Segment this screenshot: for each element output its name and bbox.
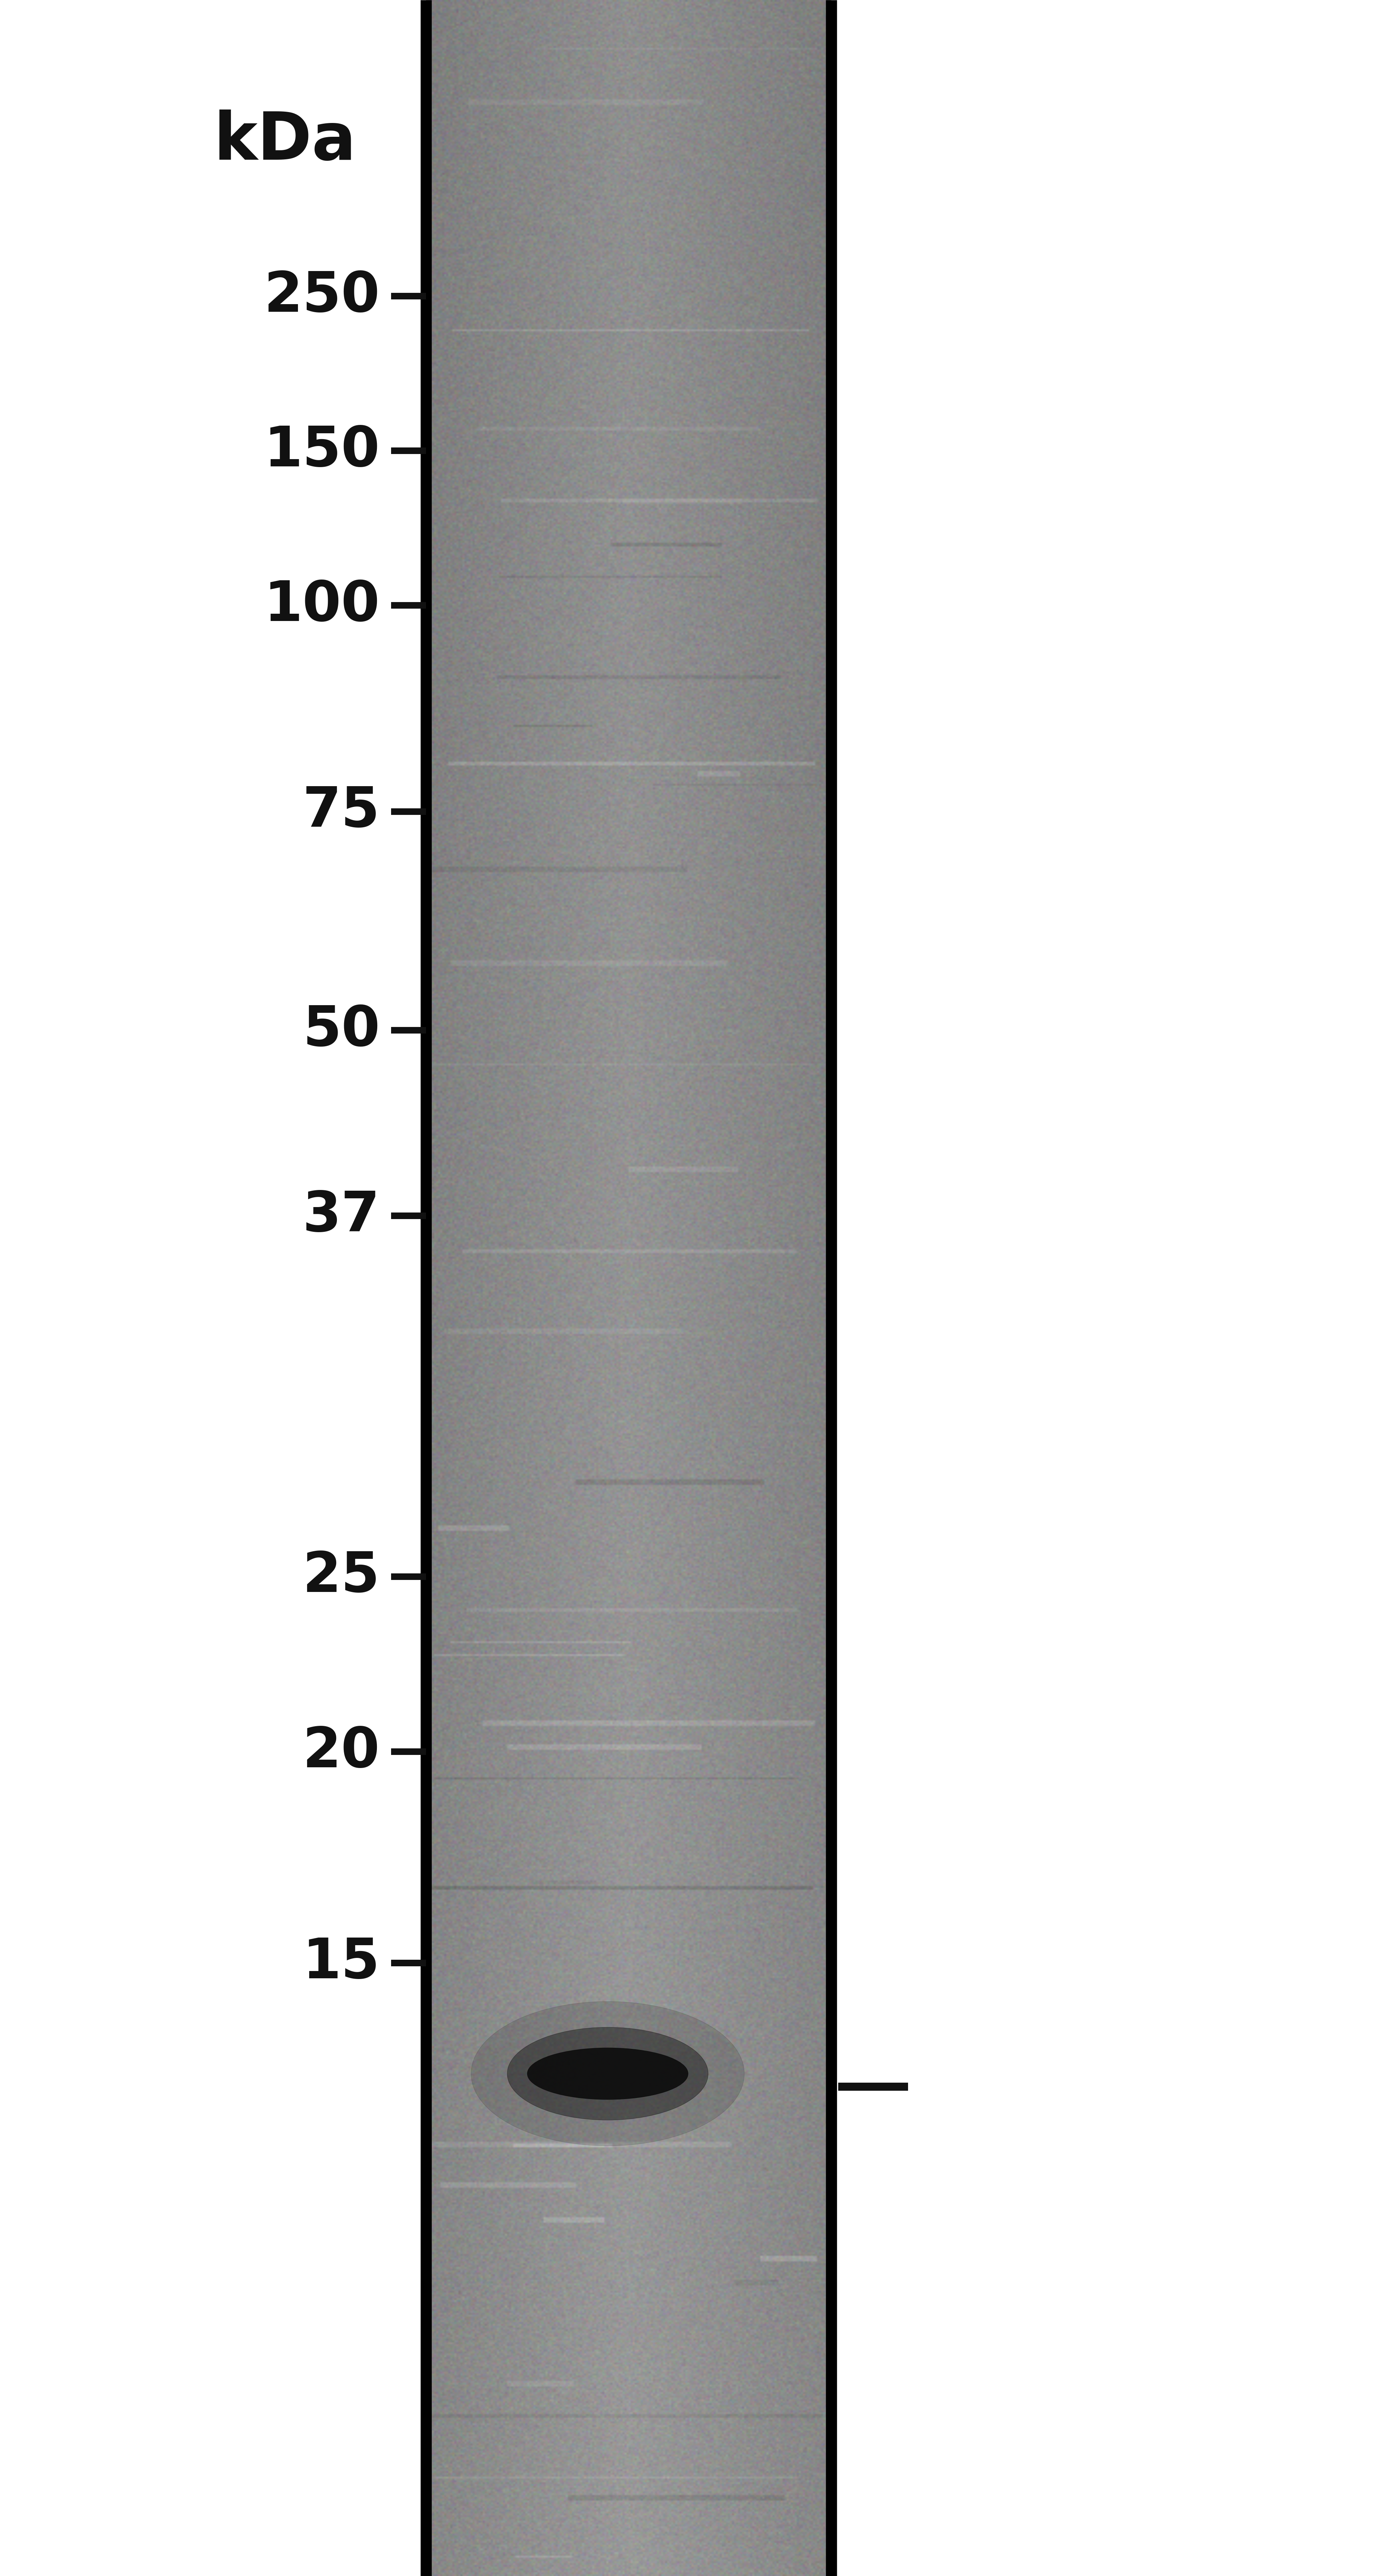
Text: 25: 25 xyxy=(303,1548,380,1605)
Ellipse shape xyxy=(528,2048,687,2099)
Text: 100: 100 xyxy=(264,577,380,634)
Text: 250: 250 xyxy=(264,268,380,325)
Text: 50: 50 xyxy=(303,1002,380,1059)
Text: 37: 37 xyxy=(303,1188,380,1244)
Text: 20: 20 xyxy=(303,1723,380,1780)
Text: kDa: kDa xyxy=(214,111,356,173)
Text: 150: 150 xyxy=(264,422,380,479)
Text: 75: 75 xyxy=(303,783,380,840)
Text: 15: 15 xyxy=(303,1935,380,1991)
Ellipse shape xyxy=(471,2002,745,2146)
Ellipse shape xyxy=(507,2027,708,2120)
